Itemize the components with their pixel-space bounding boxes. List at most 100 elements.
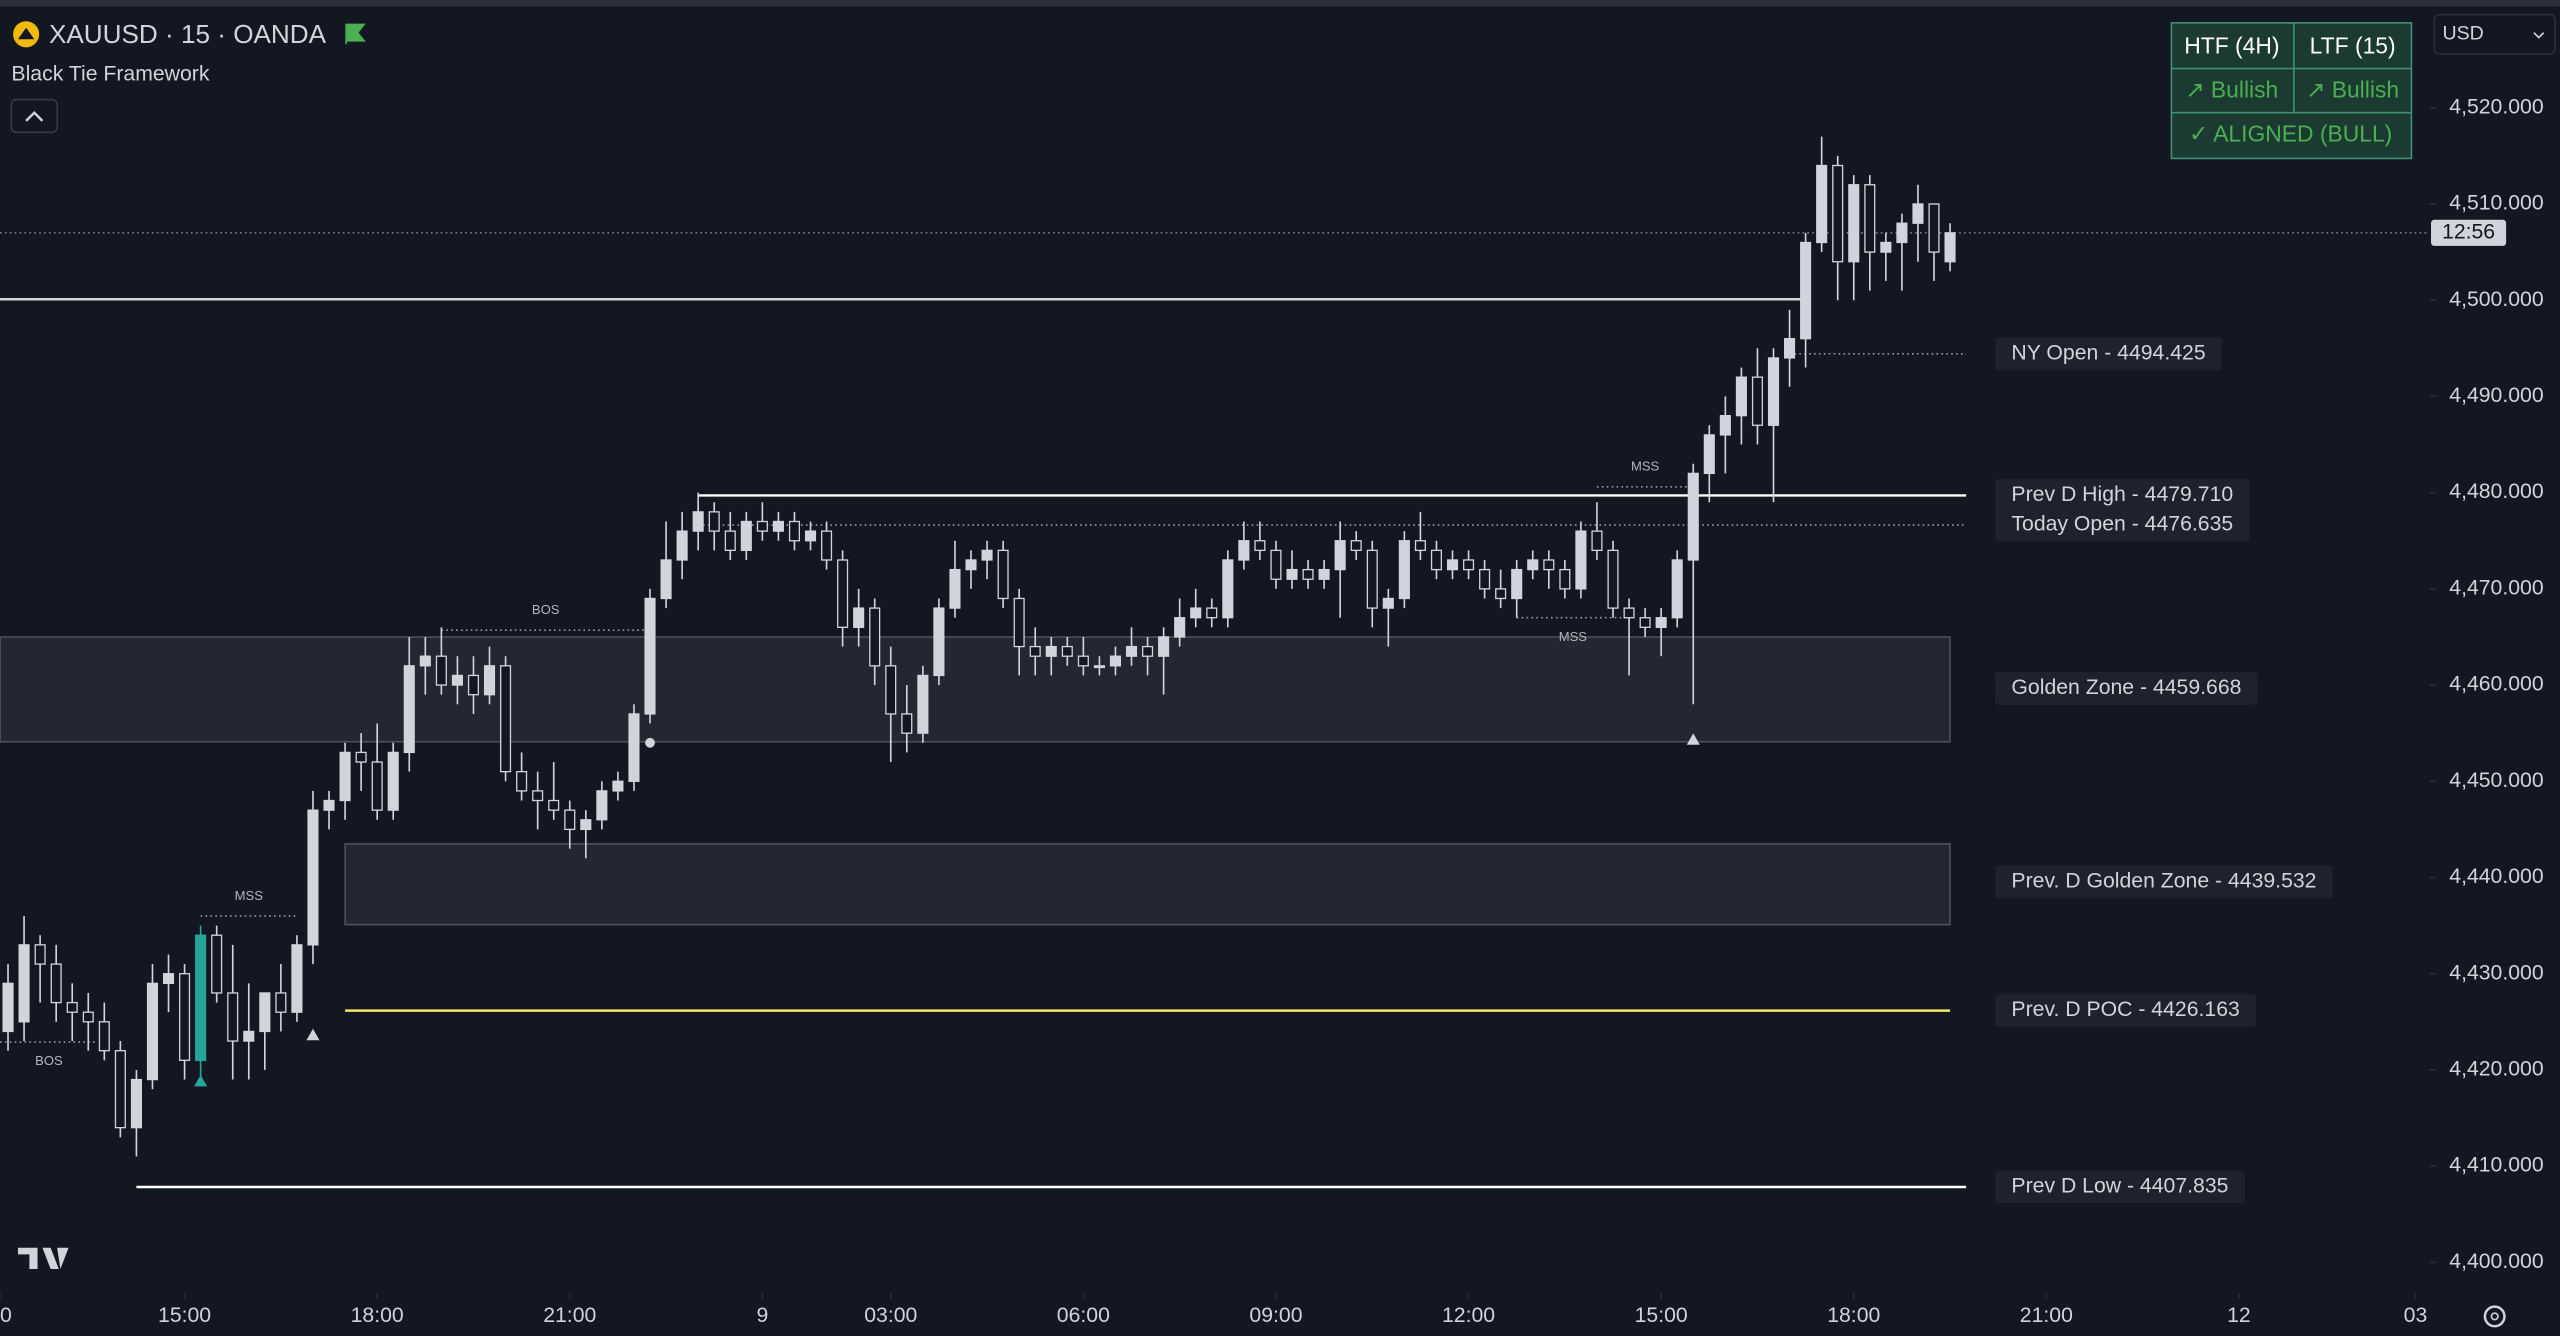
candle-body xyxy=(1591,530,1603,552)
currency-label[interactable]: USD xyxy=(2442,22,2483,44)
candle-body xyxy=(1077,655,1089,667)
candle-body xyxy=(483,665,496,696)
candle-body xyxy=(708,511,720,532)
collapse-icon xyxy=(25,110,44,122)
candle-body xyxy=(1045,645,1057,657)
alignment-status: ✓ ALIGNED (BULL) xyxy=(2189,121,2392,147)
candle-body xyxy=(435,655,447,686)
x-tick-label: 15:00 xyxy=(158,1304,211,1327)
indicator-name[interactable]: Black Tie Framework xyxy=(11,63,209,86)
candle-body xyxy=(1912,203,1924,224)
candle-body xyxy=(1414,540,1426,552)
candle-body xyxy=(1671,559,1683,619)
candle-body xyxy=(1848,184,1860,263)
candle-body xyxy=(1559,568,1571,590)
collapse-button[interactable] xyxy=(10,98,58,134)
y-tick-label: 4,520.000 xyxy=(2449,95,2543,118)
level-label: Prev D Low - 4407.835 xyxy=(2011,1175,2228,1198)
candle-body xyxy=(596,790,608,821)
y-tick-label: 4,430.000 xyxy=(2449,961,2543,984)
candle-body xyxy=(564,809,576,831)
symbol-title[interactable]: XAUUSD · 15 · OANDA xyxy=(49,19,327,49)
x-tick-label: 12 xyxy=(2227,1304,2251,1327)
candle-body xyxy=(82,1011,94,1023)
candle-body xyxy=(1158,636,1170,657)
candle-body xyxy=(114,1050,126,1129)
candle-body xyxy=(869,607,881,667)
candle-body xyxy=(756,520,768,532)
candle-body xyxy=(1655,617,1667,628)
candle-body xyxy=(211,934,223,994)
candle-body xyxy=(1751,376,1764,426)
currency-button[interactable] xyxy=(2433,13,2556,55)
candle-body xyxy=(1735,376,1747,417)
candle-body xyxy=(901,713,913,734)
candle-body xyxy=(66,1001,78,1013)
y-tick-label: 4,470.000 xyxy=(2449,576,2543,599)
candle-body xyxy=(1350,540,1362,552)
candle-body xyxy=(1206,607,1218,619)
candle-body xyxy=(1366,549,1378,609)
candle-body xyxy=(195,934,207,1061)
candle-body xyxy=(804,530,817,542)
candle-body xyxy=(1463,559,1475,571)
x-tick-label: 18:00 xyxy=(1827,1304,1880,1327)
candle-body xyxy=(1061,645,1073,657)
tradingview-logo[interactable] xyxy=(17,1247,69,1270)
candle-body xyxy=(1398,540,1410,600)
signal-marker xyxy=(645,737,655,748)
candle-body xyxy=(1944,232,1956,263)
candle-body xyxy=(1093,665,1105,669)
candle-body xyxy=(50,963,62,1004)
x-tick-label: 09:00 xyxy=(1249,1304,1302,1327)
plot-area: 4,400.000 4,410.000 4,420.000 4,430.000 4,44… xyxy=(0,95,2544,1327)
symbol-logo-mark xyxy=(17,27,35,40)
currency-caret xyxy=(2533,32,2545,39)
candle-body xyxy=(1511,568,1523,600)
candle-body xyxy=(516,771,528,792)
candle-body xyxy=(1864,184,1876,253)
candle-body xyxy=(1302,568,1314,580)
x-tick-label: 03:00 xyxy=(864,1304,917,1327)
candle-body xyxy=(18,944,30,1023)
candle-body xyxy=(1703,434,1715,475)
level-label: NY Open - 4494.425 xyxy=(2011,341,2205,364)
settings-icon[interactable] xyxy=(2483,1305,2506,1328)
y-tick-label: 4,460.000 xyxy=(2449,673,2543,696)
candle-body xyxy=(772,520,784,532)
trend-cell: ↗ Bullish xyxy=(2306,76,2399,102)
candle-body xyxy=(419,655,431,667)
y-tick-label: 4,410.000 xyxy=(2449,1154,2543,1177)
candle-body xyxy=(1334,540,1346,571)
candle-body xyxy=(259,992,271,1033)
x-tick-label: 15:00 xyxy=(1635,1304,1688,1327)
market-flag xyxy=(345,23,366,45)
candle-body xyxy=(179,973,191,1061)
candle-body xyxy=(323,799,335,811)
top-bar xyxy=(0,0,2560,7)
candle-body xyxy=(1029,645,1041,657)
x-tick-label: 12:00 xyxy=(1442,1304,1495,1327)
candle-body xyxy=(2,982,14,1033)
y-tick-label: 4,510.000 xyxy=(2449,192,2543,215)
candle-body xyxy=(467,674,480,696)
y-tick-label: 4,480.000 xyxy=(2449,480,2543,503)
structure-label: MSS xyxy=(1559,629,1588,644)
candle-body xyxy=(1495,588,1507,600)
candle-body xyxy=(387,751,399,811)
candle-body xyxy=(1222,559,1234,619)
candle-body xyxy=(1270,549,1282,580)
level-label-box xyxy=(1995,994,2257,1027)
level-label: Prev. D POC - 4426.163 xyxy=(2011,998,2239,1021)
y-tick-label: 4,420.000 xyxy=(2449,1058,2543,1081)
level-label-box xyxy=(1995,1170,2245,1204)
candle-body xyxy=(548,799,560,811)
zone xyxy=(0,636,1951,743)
candle-body xyxy=(692,511,704,532)
candle-body xyxy=(1928,203,1940,253)
candle-body xyxy=(146,982,159,1081)
candle-body xyxy=(243,1030,255,1042)
candle-body xyxy=(1125,645,1138,657)
y-tick-label: 4,450.000 xyxy=(2449,769,2543,792)
